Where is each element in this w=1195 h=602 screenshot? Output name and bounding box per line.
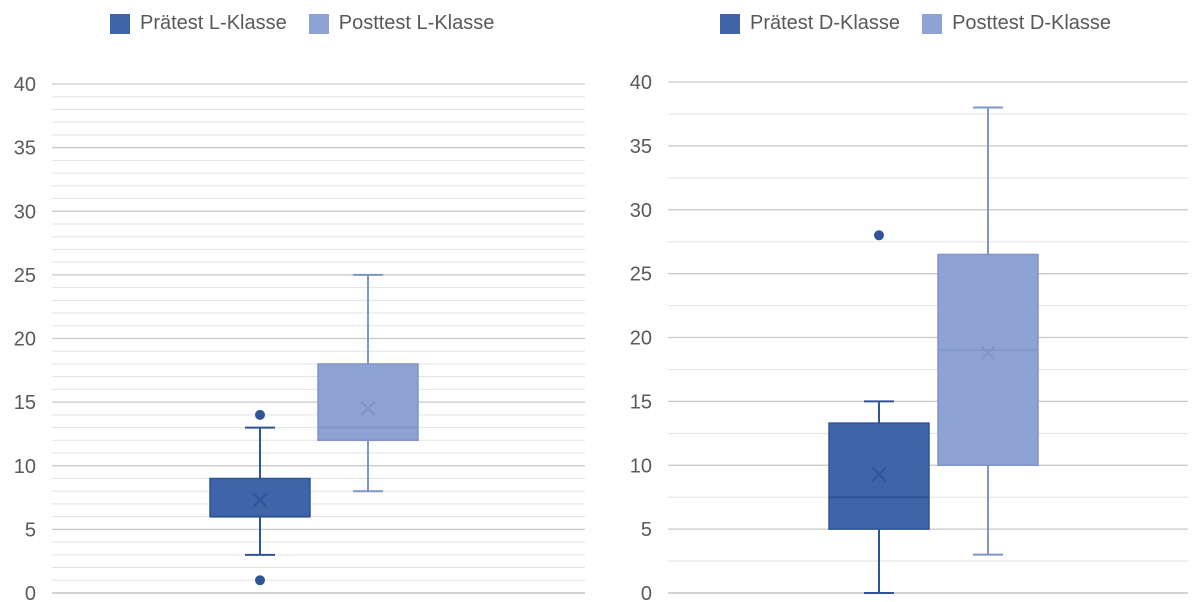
y-tick-label: 35 <box>630 136 652 158</box>
legend-label: Prätest L-Klasse <box>140 12 287 34</box>
y-tick-label: 0 <box>25 583 36 602</box>
legend-item: Posttest D-Klasse <box>922 12 1111 35</box>
legend-label: Prätest D-Klasse <box>750 12 901 34</box>
chart-panel-right: Prätest D-Klasse Posttest D-Klasse 0 5 10 1… <box>598 0 1195 602</box>
legend-swatch <box>308 13 329 34</box>
y-tick-label: 40 <box>14 74 36 96</box>
legend: Prätest D-Klasse Posttest D-Klasse <box>720 12 1133 35</box>
mean-marker <box>360 400 376 417</box>
box <box>317 363 419 442</box>
outlier-point <box>255 409 265 420</box>
y-tick-label: 40 <box>630 72 652 94</box>
y-tick-label: 25 <box>630 264 652 286</box>
box <box>828 422 930 530</box>
outlier-point <box>874 230 884 241</box>
y-tick-label: 20 <box>630 328 652 350</box>
legend-swatch <box>720 13 740 34</box>
y-tick-label: 10 <box>630 455 652 477</box>
box <box>209 477 311 518</box>
boxplot-chart: 0 5 10 15 20 25 30 35 40 <box>14 74 585 602</box>
legend-swatch <box>922 13 943 34</box>
boxplot-chart: 0 5 10 15 20 25 30 35 40 <box>630 72 1188 602</box>
y-tick-label: 20 <box>14 329 36 351</box>
y-tick-label: 15 <box>630 391 652 413</box>
legend-item: Posttest L-Klasse <box>308 12 495 35</box>
mean-marker <box>980 345 996 361</box>
y-tick-label: 15 <box>14 392 36 414</box>
y-tick-label: 25 <box>14 265 36 287</box>
mean-marker <box>252 492 268 508</box>
legend: Prätest L-Klasse Posttest L-Klasse <box>110 12 516 35</box>
y-tick-label: 5 <box>25 519 36 541</box>
y-tick-label: 30 <box>14 201 36 223</box>
chart-panel-left: Prätest L-Klasse Posttest L-Klasse 0 5 10 1… <box>0 0 597 602</box>
legend-item: Prätest D-Klasse <box>720 12 900 35</box>
y-tick-label: 0 <box>641 583 652 602</box>
mean-marker <box>871 466 887 482</box>
legend-swatch <box>110 13 130 34</box>
y-tick-label: 10 <box>14 456 36 478</box>
box <box>937 253 1039 466</box>
y-tick-label: 30 <box>630 200 652 222</box>
legend-item: Prätest L-Klasse <box>110 12 287 35</box>
y-tick-label: 5 <box>641 519 652 541</box>
outlier-point <box>255 575 265 586</box>
legend-label: Posttest L-Klasse <box>338 12 495 34</box>
y-tick-label: 35 <box>14 138 36 160</box>
legend-label: Posttest D-Klasse <box>952 12 1112 34</box>
